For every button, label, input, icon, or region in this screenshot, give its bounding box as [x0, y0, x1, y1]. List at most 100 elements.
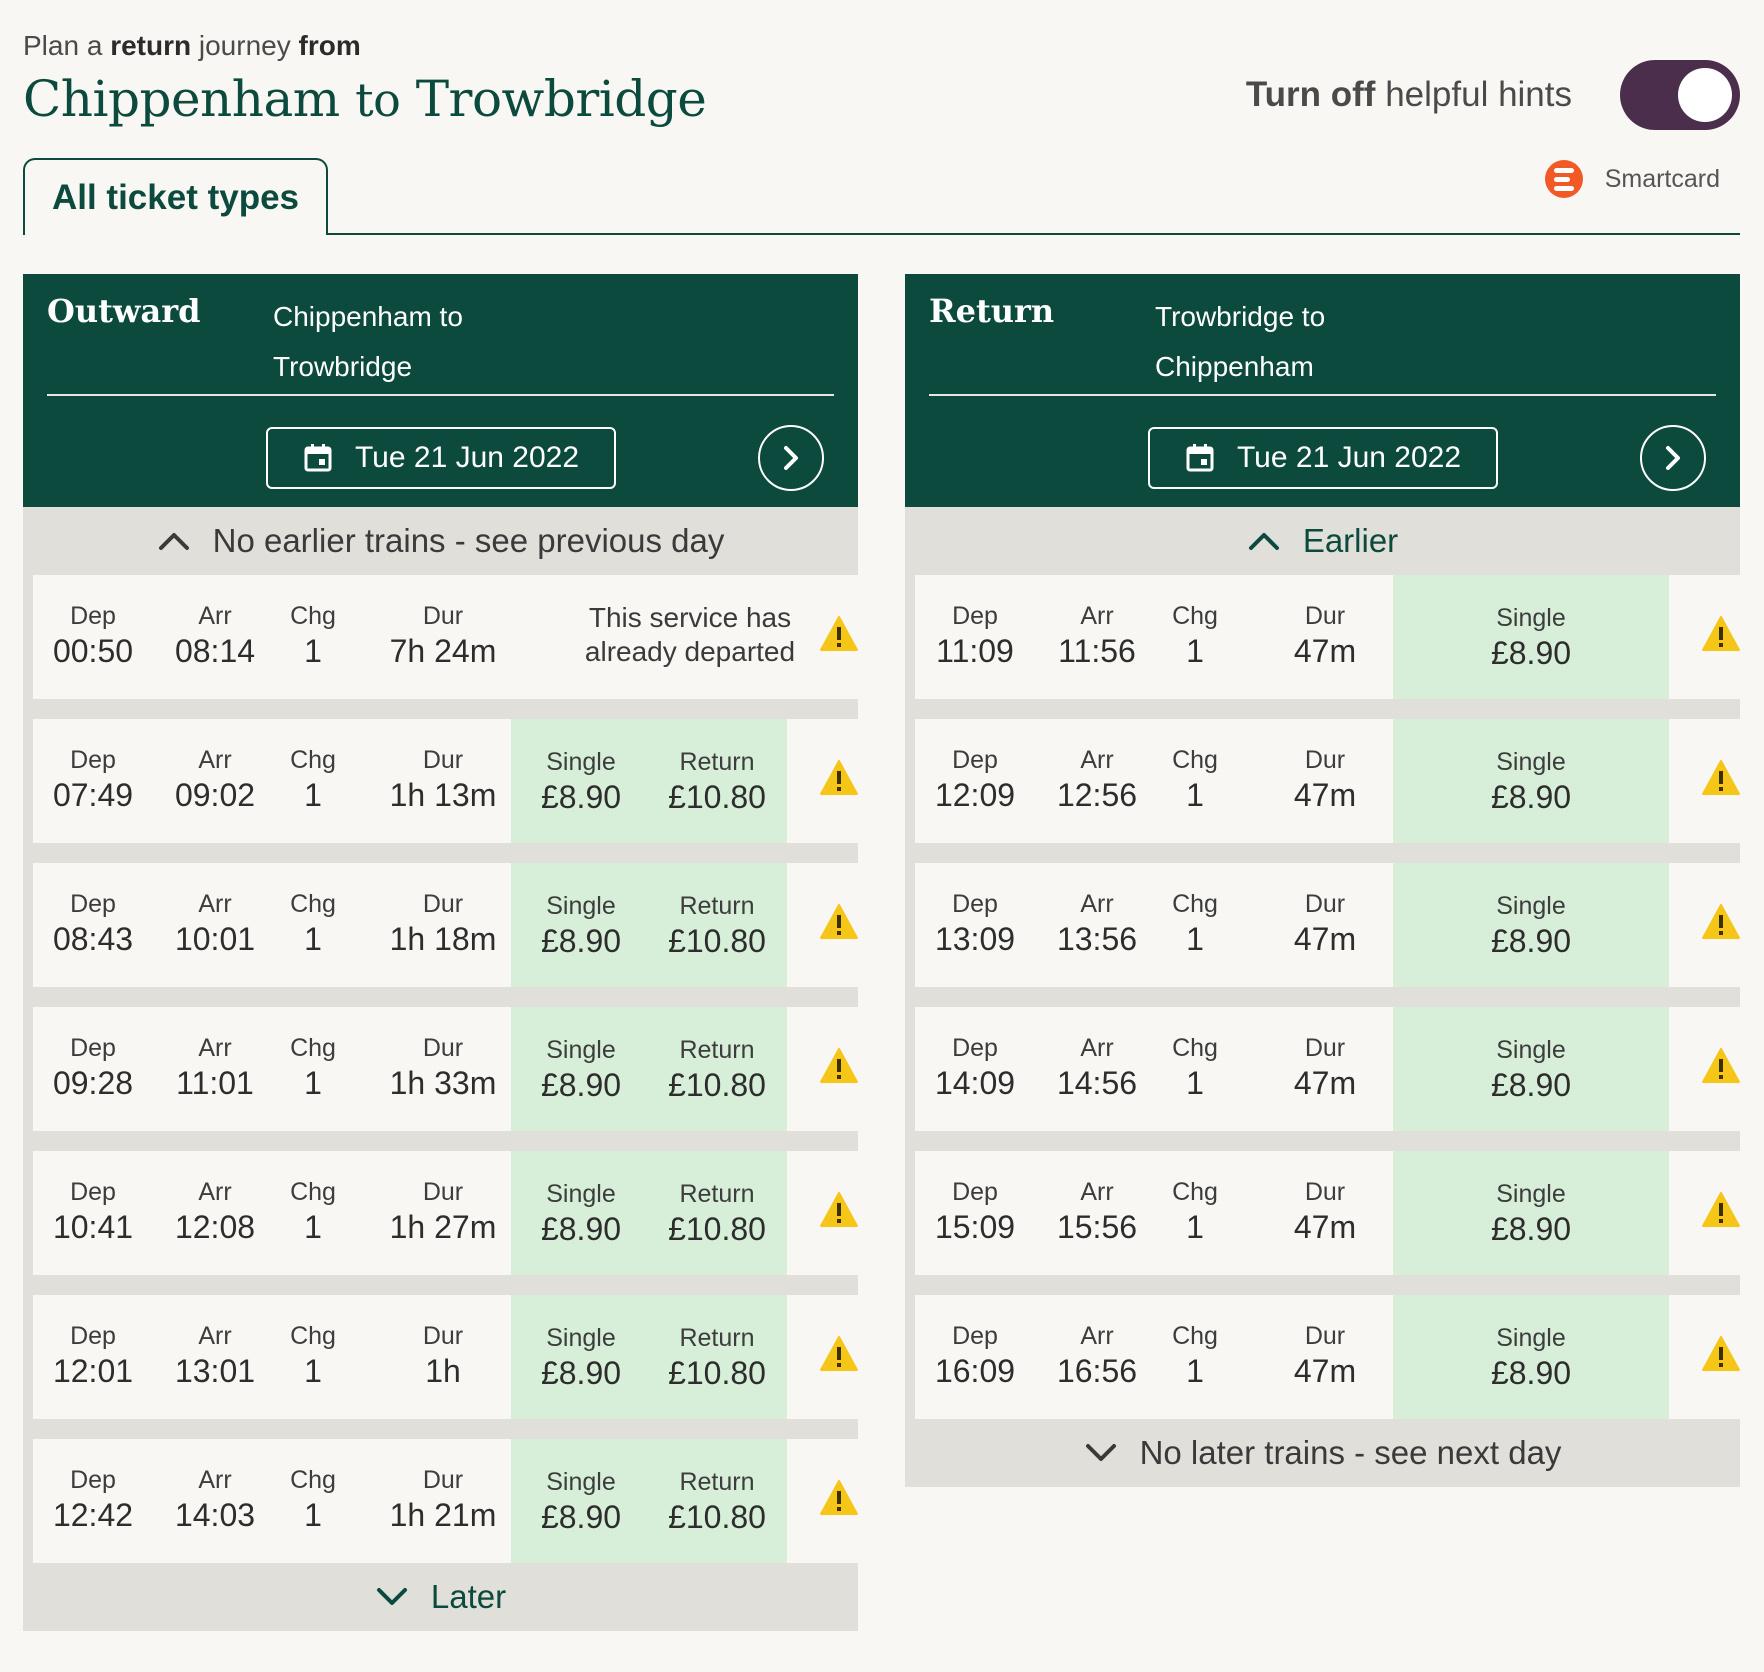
departed-notice: This service has already departed: [584, 602, 796, 667]
return-price[interactable]: Return £10.80: [668, 1468, 766, 1535]
return-route: Trowbridge to Chippenham: [1155, 292, 1495, 392]
outward-route-from: Chippenham to: [273, 301, 463, 332]
journey-row[interactable]: Dep 12:01 Arr 13:01 Chg 1 Dur 1h Single £8.90 Retu…: [33, 1295, 858, 1419]
price-options[interactable]: Single £8.90 Return £10.80: [511, 719, 787, 843]
plan-middle: journey: [198, 30, 291, 61]
return-price[interactable]: Return £10.80: [668, 1324, 766, 1391]
dep-cell: Dep 12:01: [43, 1321, 143, 1391]
single-price[interactable]: Single £8.90: [540, 892, 622, 959]
warning-icon[interactable]: [819, 903, 859, 941]
journey-row[interactable]: Dep 15:09 Arr 15:56 Chg 1 Dur 47m Single £8.90: [915, 1151, 1740, 1275]
single-price[interactable]: Single £8.90: [540, 1468, 622, 1535]
dur-label: Dur: [422, 1034, 464, 1062]
price-options[interactable]: Single £8.90 Return £10.80: [511, 1007, 787, 1131]
dep-cell: Dep 15:09: [925, 1177, 1025, 1247]
chg-value: 1: [304, 1065, 322, 1101]
single-price[interactable]: Single £8.90: [540, 1036, 622, 1103]
journey-row[interactable]: Dep 07:49 Arr 09:02 Chg 1 Dur 1h 13m Single £8.90…: [33, 719, 858, 843]
dep-label: Dep: [70, 1034, 116, 1062]
price-options[interactable]: Single £8.90: [1393, 1007, 1669, 1131]
journey-row[interactable]: Dep 16:09 Arr 16:56 Chg 1 Dur 47m Single £8.90: [915, 1295, 1740, 1419]
warning-icon[interactable]: [819, 1047, 859, 1085]
journey-row[interactable]: Dep 09:28 Arr 11:01 Chg 1 Dur 1h 33m Single £8.90…: [33, 1007, 858, 1131]
journey-row[interactable]: Dep 11:09 Arr 11:56 Chg 1 Dur 47m Single £8.90: [915, 575, 1740, 699]
warning-icon[interactable]: [819, 759, 859, 797]
single-price[interactable]: Single £8.90: [1490, 1036, 1572, 1103]
chevron-up-icon: [1248, 533, 1279, 550]
return-panel-header: Return Trowbridge to Chippenham Tue 21 J…: [905, 274, 1740, 507]
journey-row-departed[interactable]: Dep 00:50 Arr 08:14 Chg 1 Dur 7h 24m This se…: [33, 575, 858, 699]
price-options[interactable]: Single £8.90: [1393, 1295, 1669, 1419]
price-options[interactable]: Single £8.90: [1393, 1151, 1669, 1275]
single-price[interactable]: Single £8.90: [1490, 748, 1572, 815]
chg-value: 1: [1186, 1353, 1204, 1389]
price-options[interactable]: Single £8.90 Return £10.80: [511, 863, 787, 987]
outward-earlier-button[interactable]: No earlier trains - see previous day: [23, 507, 858, 575]
journey-row[interactable]: Dep 14:09 Arr 14:56 Chg 1 Dur 47m Single £8.90: [915, 1007, 1740, 1131]
return-later-button[interactable]: No later trains - see next day: [905, 1419, 1740, 1487]
helpful-hints-toggle[interactable]: [1620, 60, 1740, 130]
warning-icon[interactable]: [1701, 903, 1741, 941]
journey-row[interactable]: Dep 10:41 Arr 12:08 Chg 1 Dur 1h 27m Single £8.90…: [33, 1151, 858, 1275]
hints-label-bold: Turn off: [1245, 75, 1376, 114]
price-options[interactable]: Single £8.90 Return £10.80: [511, 1295, 787, 1419]
single-price[interactable]: Single £8.90: [540, 748, 622, 815]
chg-cell: Chg 1: [1165, 1177, 1225, 1247]
journey-row[interactable]: Dep 12:09 Arr 12:56 Chg 1 Dur 47m Single £8.90: [915, 719, 1740, 843]
chg-label: Chg: [290, 1322, 336, 1350]
outward-later-button[interactable]: Later: [23, 1563, 858, 1631]
price-options[interactable]: Single £8.90: [1393, 863, 1669, 987]
chg-label: Chg: [1172, 1178, 1218, 1206]
return-earlier-button[interactable]: Earlier: [905, 507, 1740, 575]
warning-icon[interactable]: [819, 615, 859, 653]
chg-cell: Chg 1: [283, 889, 343, 959]
single-price[interactable]: Single £8.90: [1490, 1324, 1572, 1391]
dur-label: Dur: [422, 890, 464, 918]
outward-date-button[interactable]: Tue 21 Jun 2022: [266, 427, 616, 489]
dep-label: Dep: [952, 602, 998, 630]
chg-value: 1: [1186, 1209, 1204, 1245]
smartcard-legend: Smartcard: [1544, 160, 1720, 198]
return-price[interactable]: Return £10.80: [668, 748, 766, 815]
price-options[interactable]: Single £8.90 Return £10.80: [511, 1439, 787, 1563]
outward-next-day-button[interactable]: [758, 425, 824, 491]
single-price[interactable]: Single £8.90: [540, 1180, 622, 1247]
arr-cell: Arr 11:56: [1042, 601, 1152, 671]
tab-all-ticket-types[interactable]: All ticket types: [23, 158, 328, 238]
warning-icon[interactable]: [1701, 1191, 1741, 1229]
return-price[interactable]: Return £10.80: [668, 892, 766, 959]
warning-icon[interactable]: [819, 1191, 859, 1229]
single-price[interactable]: Single £8.90: [1490, 604, 1572, 671]
price-options[interactable]: Single £8.90: [1393, 575, 1669, 699]
arr-value: 14:56: [1056, 1065, 1138, 1101]
warning-icon[interactable]: [1701, 1335, 1741, 1373]
arr-cell: Arr 13:56: [1042, 889, 1152, 959]
journey-row[interactable]: Dep 12:42 Arr 14:03 Chg 1 Dur 1h 21m Single £8.90…: [33, 1439, 858, 1563]
journey-row[interactable]: Dep 08:43 Arr 10:01 Chg 1 Dur 1h 18m Single £8.90…: [33, 863, 858, 987]
return-price[interactable]: Return £10.80: [668, 1036, 766, 1103]
warning-icon[interactable]: [1701, 1047, 1741, 1085]
return-price[interactable]: Return £10.80: [668, 1180, 766, 1247]
single-price[interactable]: Single £8.90: [1490, 1180, 1572, 1247]
journey-row[interactable]: Dep 13:09 Arr 13:56 Chg 1 Dur 47m Single £8.90: [915, 863, 1740, 987]
chg-label: Chg: [290, 1034, 336, 1062]
warning-icon[interactable]: [819, 1479, 859, 1517]
warning-icon[interactable]: [819, 1335, 859, 1373]
dep-label: Dep: [70, 1466, 116, 1494]
return-journey-list: Dep 11:09 Arr 11:56 Chg 1 Dur 47m Single £8.90 Dep…: [905, 575, 1740, 1419]
return-next-day-button[interactable]: [1640, 425, 1706, 491]
outward-later-label: Later: [430, 1578, 507, 1615]
price-options[interactable]: Single £8.90 Return £10.80: [511, 1151, 787, 1275]
return-date-button[interactable]: Tue 21 Jun 2022: [1148, 427, 1498, 489]
warning-icon[interactable]: [1701, 615, 1741, 653]
dur-cell: Dur 7h 24m: [389, 602, 497, 669]
single-price[interactable]: Single £8.90: [1490, 892, 1572, 959]
warning-icon[interactable]: [1701, 759, 1741, 797]
chg-cell: Chg 1: [1165, 1321, 1225, 1391]
dep-value: 07:49: [52, 777, 134, 813]
single-price[interactable]: Single £8.90: [540, 1324, 622, 1391]
smartcard-icon: [1544, 160, 1583, 198]
dep-value: 10:41: [52, 1209, 134, 1245]
dur-value: 47m: [1293, 633, 1357, 669]
price-options[interactable]: Single £8.90: [1393, 719, 1669, 843]
